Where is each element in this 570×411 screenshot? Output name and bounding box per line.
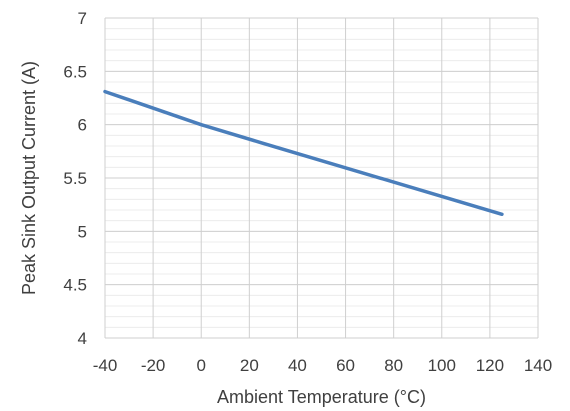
x-tick-label: 140: [524, 356, 552, 375]
y-axis-title: Peak Sink Output Current (A): [19, 61, 39, 295]
major-gridlines: [104, 17, 539, 339]
y-tick-labels: 4 4.5 5 5.5 6 6.5 7: [63, 9, 87, 348]
y-tick-label: 4.5: [63, 276, 87, 295]
x-tick-label: 20: [240, 356, 259, 375]
y-tick-label: 6.5: [63, 62, 87, 81]
y-tick-label: 6: [78, 116, 87, 135]
x-axis-title: Ambient Temperature (°C): [217, 387, 426, 407]
series-line: [103, 89, 504, 217]
x-tick-label: -40: [93, 356, 118, 375]
series-layer: [103, 89, 504, 217]
x-tick-label: 120: [476, 356, 504, 375]
x-tick-labels: -40 -20 0 20 40 60 80 100 120 140: [93, 356, 552, 375]
y-tick-label: 5.5: [63, 169, 87, 188]
x-tick-label: 80: [384, 356, 403, 375]
x-tick-label: 40: [288, 356, 307, 375]
x-tick-label: 100: [428, 356, 456, 375]
x-tick-label: 60: [336, 356, 355, 375]
y-tick-label: 7: [78, 9, 87, 28]
x-tick-label: -20: [141, 356, 166, 375]
y-tick-label: 5: [78, 222, 87, 241]
x-tick-label: 0: [196, 356, 205, 375]
y-tick-label: 4: [78, 329, 87, 348]
